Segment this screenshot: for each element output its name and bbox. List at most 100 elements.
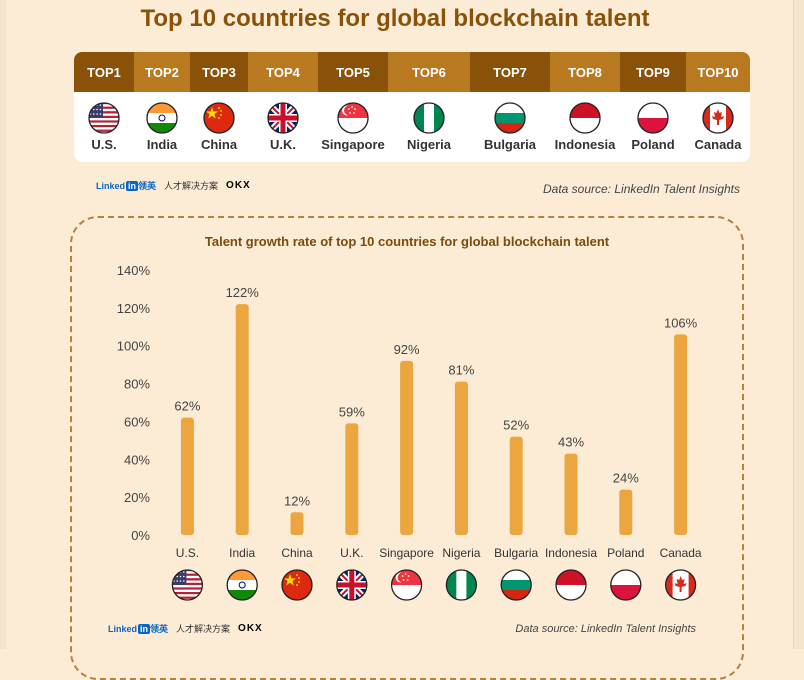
ranking-table: TOP1 U.S. TOP2 India TOP3 China TOP4 U.K. TOP5 Si… (74, 52, 750, 162)
okx-logo: OKX (226, 180, 251, 191)
x-tick-label: U.S. (176, 546, 199, 560)
bar-value-label: 24% (613, 471, 639, 486)
rank-label: TOP6 (388, 52, 470, 92)
rank-label: TOP7 (470, 52, 550, 92)
bar (564, 453, 578, 535)
chart-title: Talent growth rate of top 10 countries f… (204, 234, 610, 249)
country-name: Singapore (321, 137, 385, 152)
rank-label: TOP2 (134, 52, 190, 92)
bar-value-label: 59% (339, 404, 365, 419)
canada-flag-icon (664, 569, 697, 601)
bar-value-label: 122% (226, 285, 260, 300)
bottom-logos: Linked in 领英 人才解决方案 OKX (108, 622, 263, 635)
indonesia-flag-icon (555, 569, 587, 601)
x-tick-label: U.K. (340, 546, 363, 560)
x-tick-label: Bulgaria (494, 546, 538, 560)
bar (180, 417, 194, 535)
china-flag-icon (203, 102, 235, 139)
country-name: Poland (631, 137, 675, 152)
india-flag-icon (146, 102, 178, 139)
scrollbar-track[interactable] (793, 0, 804, 649)
bar (235, 304, 249, 535)
india-flag-icon (226, 569, 258, 601)
bar-value-label: 92% (394, 342, 420, 357)
ranking-column: TOP5 Singapore (318, 52, 388, 162)
us-flag-icon (88, 102, 120, 139)
linkedin-tagline: 人才解决方案 (164, 181, 219, 191)
x-tick-label: China (281, 546, 313, 560)
country-name: Nigeria (406, 137, 452, 152)
country-name: Bulgaria (483, 137, 536, 152)
ranking-column: TOP6 Nigeria (388, 52, 470, 162)
x-tick-label: India (229, 546, 255, 560)
bar (509, 436, 523, 535)
rank-label: TOP4 (248, 52, 318, 92)
bar (454, 381, 468, 535)
poland-flag-icon (637, 102, 669, 139)
ranking-column: TOP9 Poland (620, 52, 686, 162)
y-tick-label: 0% (131, 528, 150, 543)
bar-value-label: 106% (664, 315, 698, 330)
bar (619, 489, 633, 535)
bulgaria-flag-icon (500, 569, 532, 601)
ranking-column: TOP2 India (134, 52, 190, 162)
okx-logo: OKX (238, 623, 263, 634)
linkedin-logo: Linked in 领英 (96, 181, 157, 191)
country-name: China (200, 137, 238, 152)
bar-chart: 0% 20% 40% 60% 80% 100% 120% 140% 62% U.S. 122% Ind… (117, 263, 702, 601)
country-name: U.K. (270, 137, 296, 152)
bar (290, 512, 304, 535)
bar-value-label: 62% (174, 399, 200, 414)
bar-value-label: 52% (503, 418, 529, 433)
bar (674, 334, 688, 535)
x-tick-label: Indonesia (545, 546, 597, 560)
china-flag-icon (281, 569, 313, 601)
ranking-column: TOP4 U.K. (248, 52, 318, 162)
us-flag-icon (171, 569, 204, 601)
y-tick-label: 20% (124, 490, 150, 505)
linkedin-logo: Linked in 领英 (108, 624, 169, 634)
ranking-column: TOP10 Canada (686, 52, 750, 162)
bar-value-label: 12% (284, 493, 310, 508)
bar-value-label: 81% (448, 363, 474, 378)
canada-flag-icon (702, 102, 734, 139)
y-tick-label: 140% (117, 263, 151, 278)
bulgaria-flag-icon (494, 102, 526, 139)
x-tick-label: Poland (607, 546, 644, 560)
poland-flag-icon (610, 569, 642, 601)
country-name: Indonesia (554, 137, 616, 152)
country-name: U.S. (91, 137, 117, 152)
ranking-column: TOP8 Indonesia (550, 52, 620, 162)
rank-label: TOP9 (620, 52, 686, 92)
page-title: Top 10 countries for global blockchain t… (140, 5, 650, 32)
y-tick-label: 120% (117, 301, 151, 316)
x-tick-label: Singapore (379, 546, 434, 560)
x-tick-label: Canada (660, 546, 702, 560)
linkedin-tagline: 人才解决方案 (176, 624, 231, 634)
rank-label: TOP3 (190, 52, 248, 92)
data-source-top: Data source: LinkedIn Talent Insights (542, 182, 740, 196)
nigeria-flag-icon (445, 569, 478, 601)
singapore-flag-icon (390, 569, 423, 601)
ranking-column: TOP1 U.S. (74, 52, 134, 162)
nigeria-flag-icon (413, 102, 445, 139)
y-tick-label: 100% (117, 339, 151, 354)
country-name: India (146, 137, 178, 152)
ranking-column: TOP7 Bulgaria (470, 52, 550, 162)
y-tick-label: 80% (124, 377, 150, 392)
bar (345, 423, 359, 535)
y-tick-label: 60% (124, 414, 150, 429)
country-name: Canada (694, 137, 742, 152)
page-left-edge (0, 0, 6, 649)
ranking-column: TOP3 China (190, 52, 248, 162)
indonesia-flag-icon (569, 102, 601, 139)
top-logos: Linked in 领英 人才解决方案 OKX (96, 179, 251, 192)
data-source-bottom: Data source: LinkedIn Talent Insights (515, 623, 696, 635)
bar (400, 360, 414, 535)
rank-label: TOP5 (318, 52, 388, 92)
rank-label: TOP8 (550, 52, 620, 92)
uk-flag-icon (267, 102, 299, 139)
bar-value-label: 43% (558, 435, 584, 450)
rank-label: TOP10 (686, 52, 750, 92)
singapore-flag-icon (337, 102, 369, 139)
